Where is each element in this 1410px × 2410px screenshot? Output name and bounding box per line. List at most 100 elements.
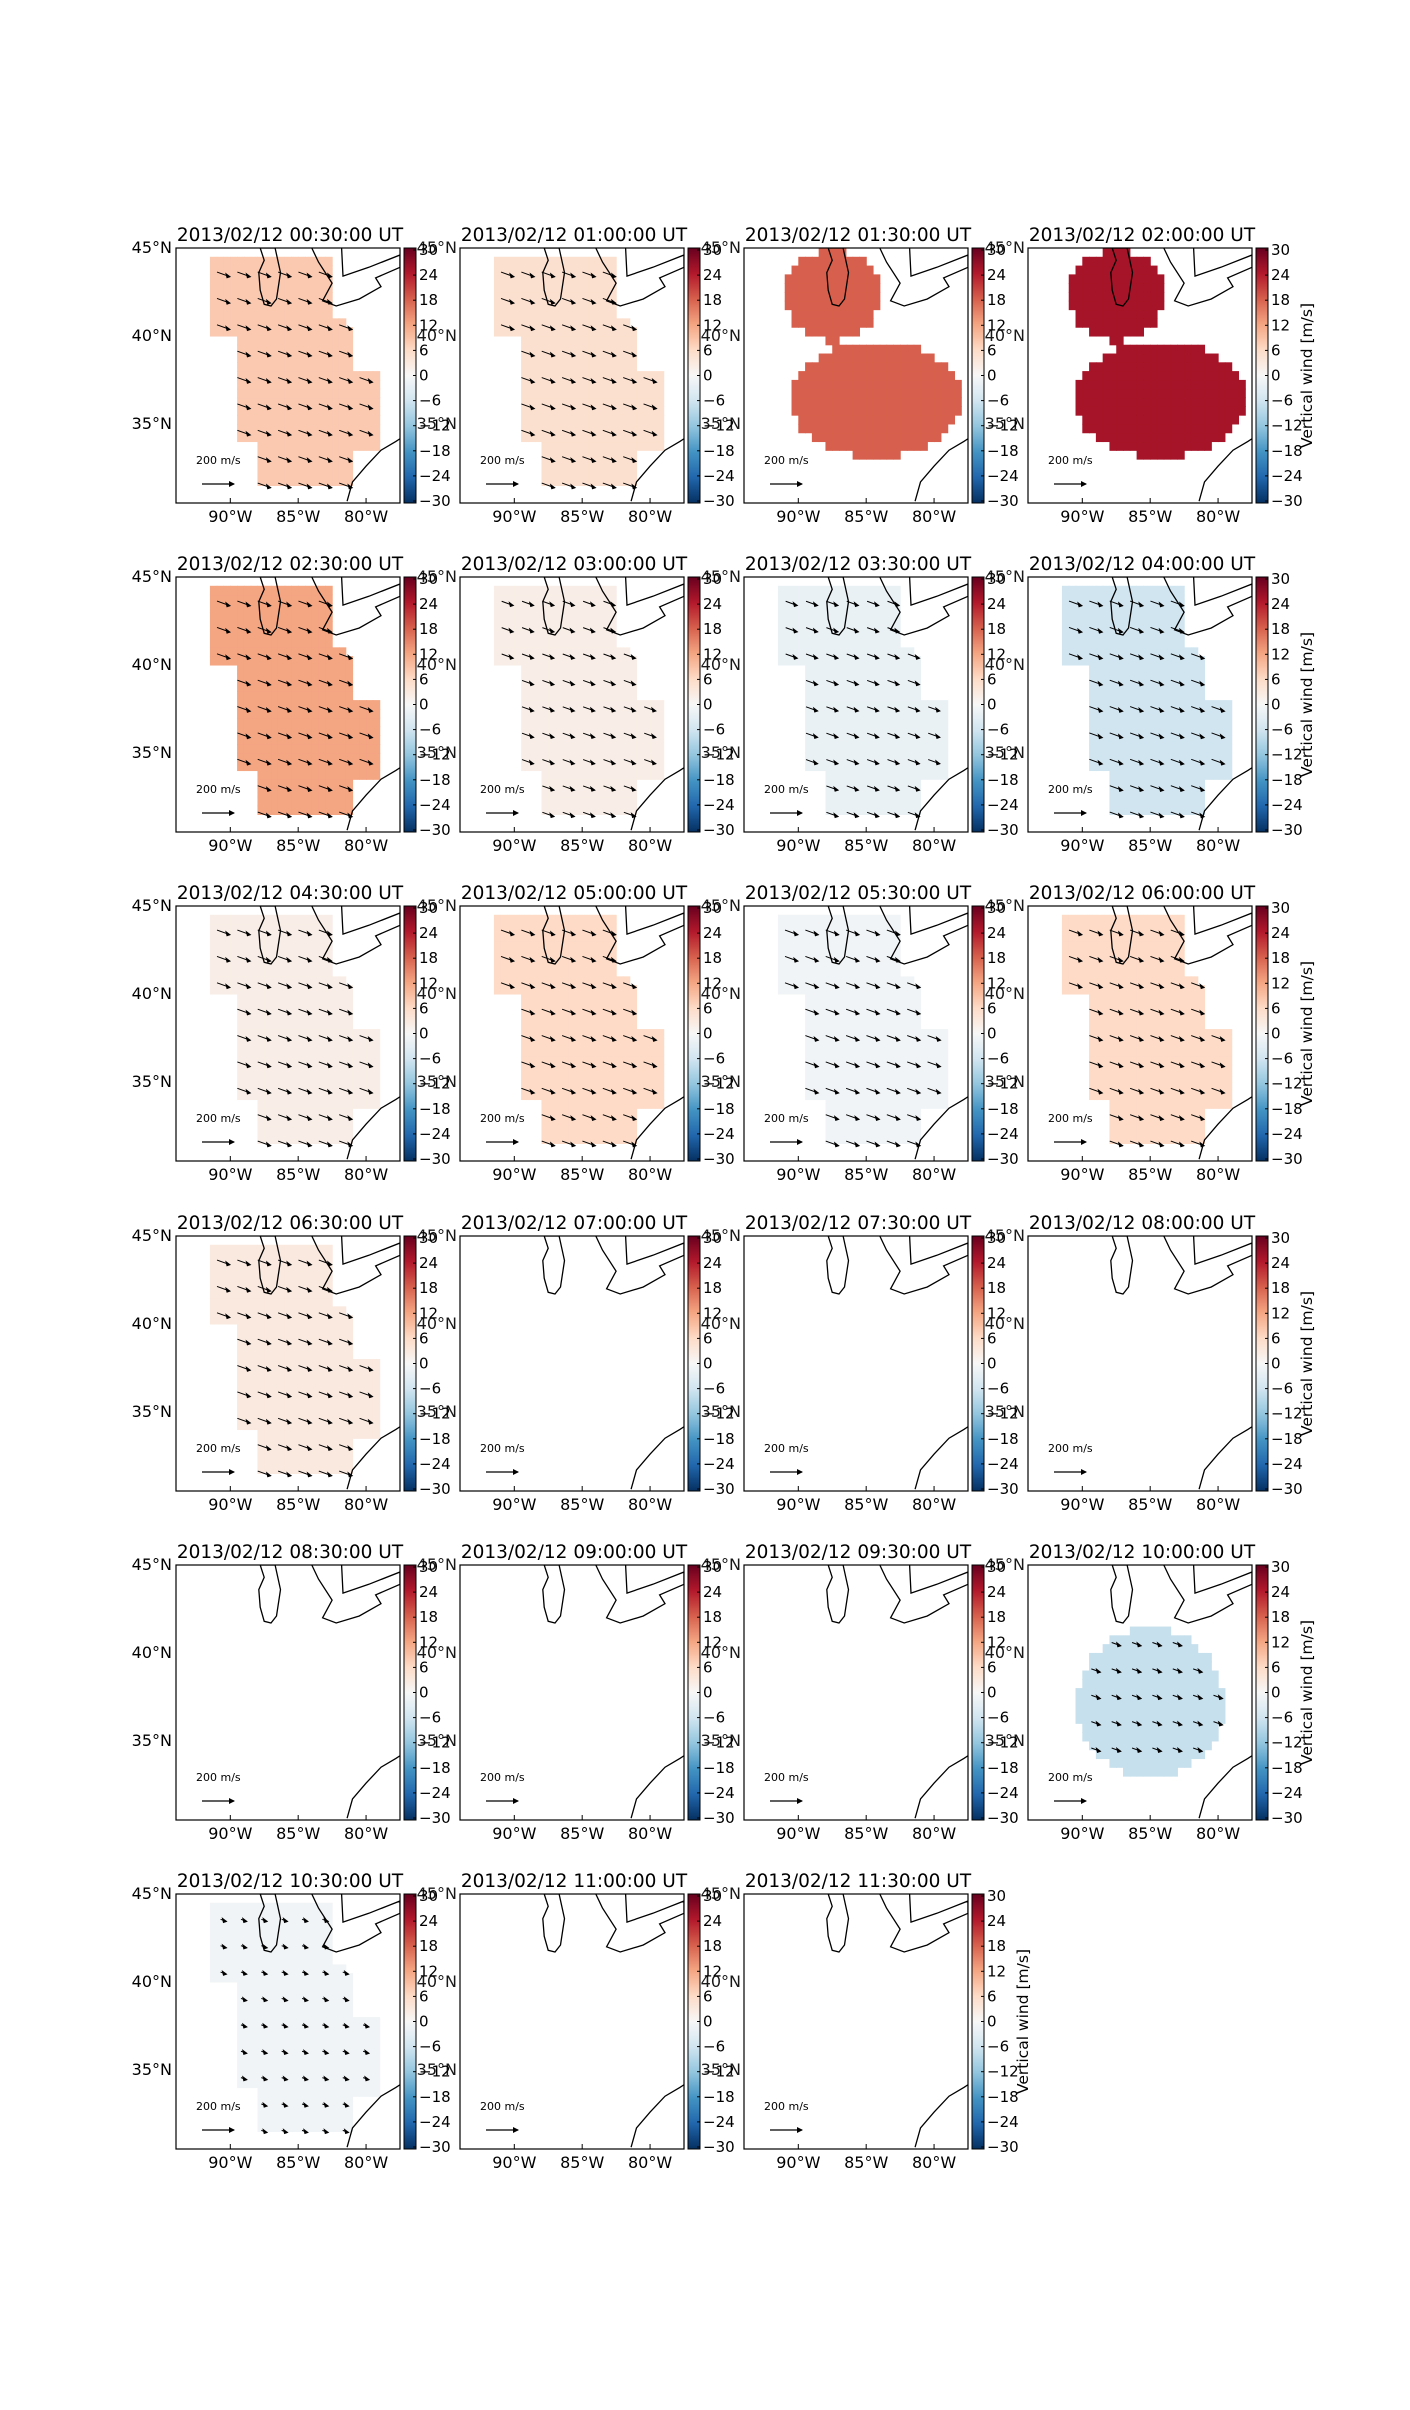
wind-cell [1129, 620, 1138, 631]
wind-cell [825, 682, 833, 692]
wind-cell [271, 941, 279, 951]
wind-cell [1150, 371, 1158, 381]
wind-cell [284, 353, 292, 363]
map-frame [1027, 576, 1253, 833]
wind-cell [1075, 620, 1083, 631]
wind-cell [304, 744, 313, 754]
wind-cell [250, 265, 259, 275]
wind-cell [271, 1090, 279, 1101]
wind-cell [352, 397, 360, 407]
wind-cell [257, 1125, 265, 1136]
wind-cell [250, 958, 259, 969]
wind-cell [372, 441, 381, 451]
coastline-path [346, 700, 400, 831]
wind-cell [555, 691, 563, 701]
wind-cell [338, 371, 347, 381]
wind-cell [886, 388, 894, 399]
wind-cell [298, 585, 306, 596]
wind-cell [616, 327, 624, 337]
wind-cell [568, 432, 576, 443]
wind-arrowhead [812, 653, 819, 660]
wind-arrowhead [306, 298, 313, 305]
wind-cell [555, 476, 563, 487]
wind-cell [1170, 726, 1178, 736]
wind-cell [1109, 432, 1117, 443]
wind-cell [622, 476, 631, 487]
wind-cell [1190, 423, 1199, 434]
wind-cell [568, 726, 576, 736]
wind-cell [1089, 274, 1097, 284]
wind-cell [825, 656, 833, 666]
wind-cell [1177, 638, 1185, 648]
wind-cell [845, 656, 854, 666]
wind-cell [643, 717, 651, 728]
wind-arrowhead [589, 627, 596, 634]
wind-cell [1136, 796, 1144, 807]
wind-cell [1156, 594, 1165, 604]
wind-cell [548, 664, 556, 675]
wind-cell [568, 612, 576, 622]
wind-arrowhead [1158, 601, 1165, 608]
wind-arrowhead [914, 759, 921, 766]
wind-cell [852, 415, 860, 425]
wind-cell [811, 585, 820, 596]
wind-arrowhead [570, 298, 577, 305]
wind-cell [839, 788, 847, 798]
wind-cell [839, 629, 847, 640]
wind-cell [304, 638, 313, 648]
wind-cell [325, 388, 333, 399]
wind-cell [366, 735, 374, 745]
wind-cell [230, 300, 238, 311]
wind-cell [298, 1117, 306, 1127]
wind-cell [277, 379, 286, 390]
wind-cell [1150, 744, 1158, 754]
wind-cell [866, 788, 874, 798]
wind-cell [934, 406, 942, 416]
wind-cell [237, 932, 245, 942]
wind-cell [582, 459, 590, 469]
wind-cell [257, 1055, 265, 1065]
wind-cell [798, 318, 806, 328]
wind-cell [872, 415, 881, 425]
wind-cell [555, 717, 563, 728]
wind-cell [561, 309, 570, 319]
wind-cell [345, 335, 354, 346]
wind-cell [1089, 603, 1097, 613]
wind-cell [616, 779, 624, 789]
wind-cell [595, 371, 604, 381]
wind-cell [1116, 682, 1124, 692]
wind-cell [243, 1046, 252, 1057]
wind-cell [318, 476, 326, 487]
coastline-path [630, 700, 684, 831]
wind-cell [643, 708, 651, 719]
wind-cell [777, 585, 786, 596]
wind-cell [866, 673, 874, 684]
wind-cell [1177, 770, 1185, 780]
wind-cell [338, 423, 347, 434]
wind-cell [507, 620, 515, 631]
wind-cell [304, 300, 313, 311]
wind-cell [1095, 603, 1104, 613]
wind-cell [257, 752, 265, 763]
wind-arrowhead [286, 786, 293, 793]
wind-cell [541, 353, 549, 363]
wind-cell [1150, 752, 1158, 763]
colorbar-tick-label: −12 [987, 746, 1019, 764]
wind-cell [568, 629, 576, 640]
wind-cell [1116, 362, 1124, 372]
wind-cell [886, 796, 894, 807]
wind-cell [643, 700, 651, 710]
wind-arrowhead [590, 298, 597, 305]
wind-cell [900, 656, 908, 666]
wind-cell [622, 441, 631, 451]
wind-cell [1218, 770, 1226, 780]
wind-cell [893, 708, 901, 719]
wind-cell [940, 397, 949, 407]
wind-cell [325, 752, 333, 763]
wind-cell [209, 256, 218, 267]
wind-cell [1150, 309, 1158, 319]
wind-cell [1177, 656, 1185, 666]
wind-cell [1156, 779, 1165, 789]
